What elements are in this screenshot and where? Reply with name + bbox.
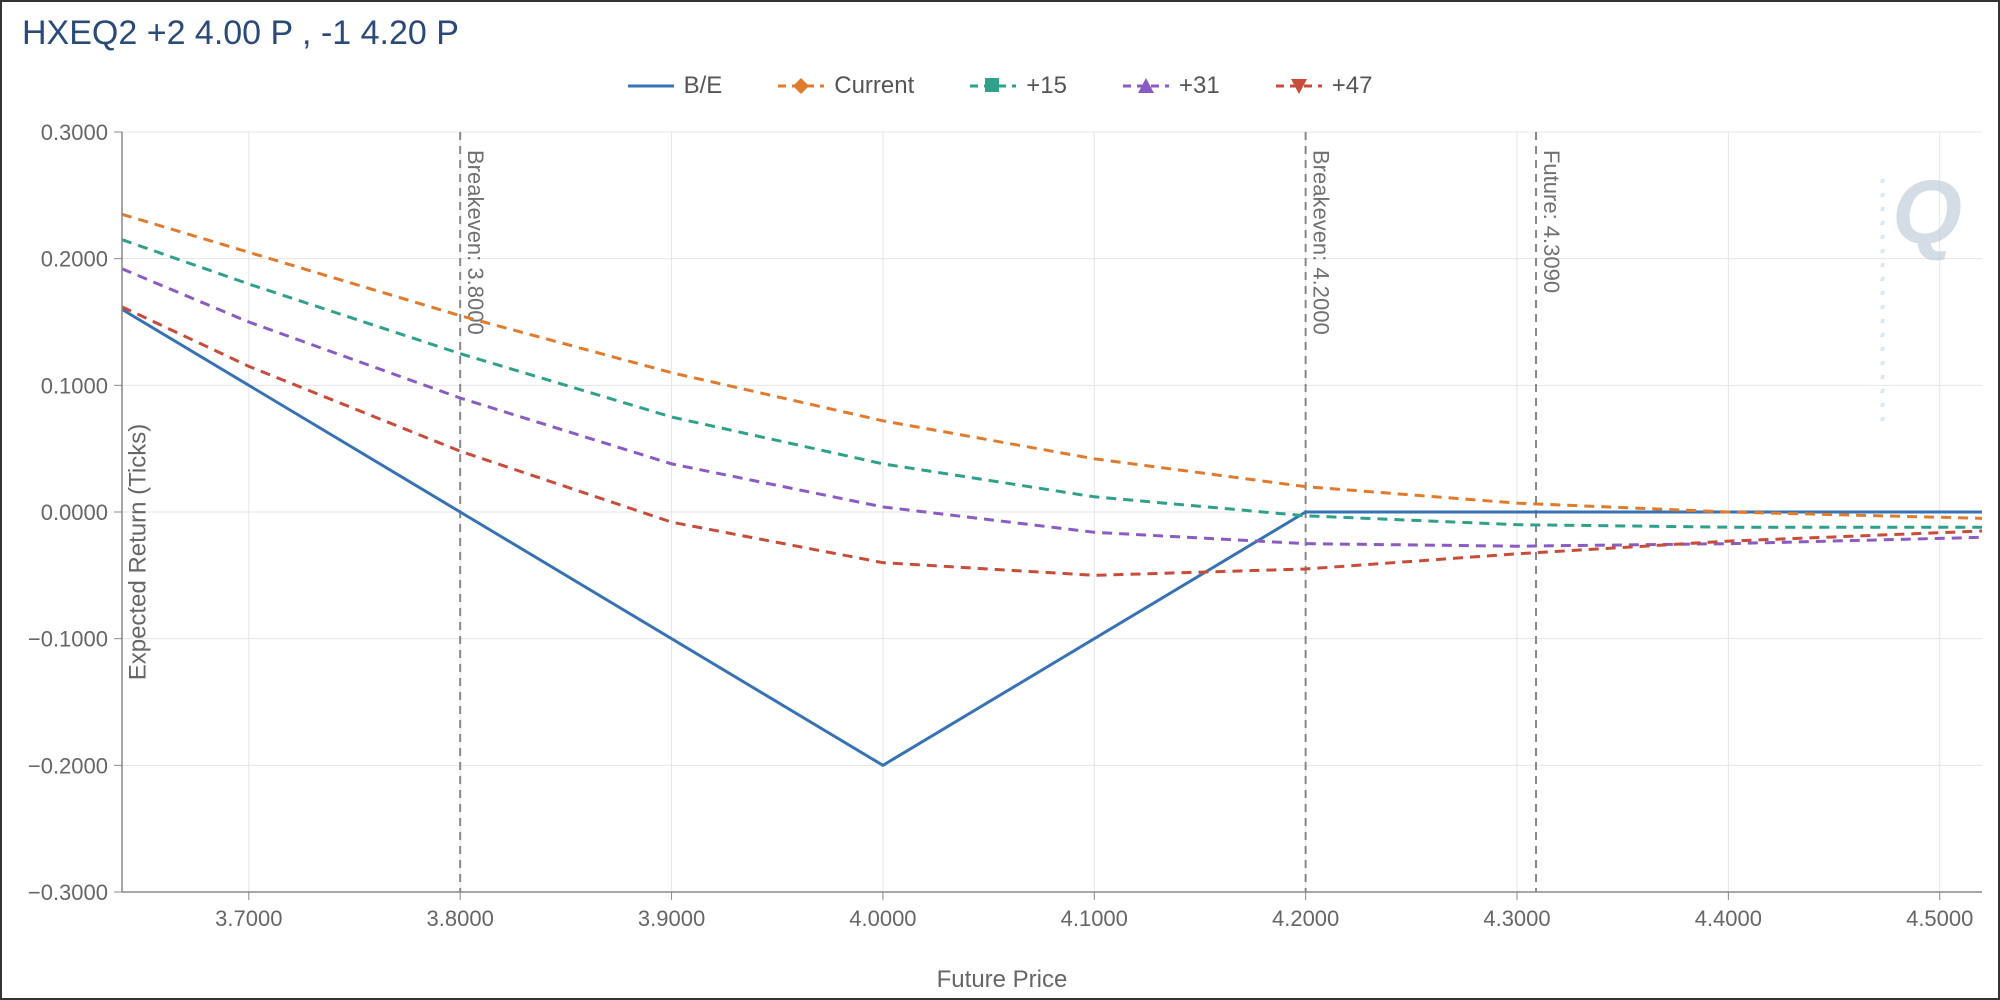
chart-title: HXEQ2 +2 4.00 P , -1 4.20 P [22, 14, 459, 53]
x-axis-label: Future Price [2, 966, 2000, 994]
svg-text:4.3000: 4.3000 [1483, 906, 1550, 931]
reference-line-label: Breakeven: 3.8000 [463, 150, 488, 335]
svg-text:−0.3000: −0.3000 [28, 880, 108, 905]
svg-text:3.7000: 3.7000 [215, 906, 282, 931]
svg-text:0.0000: 0.0000 [41, 500, 108, 525]
svg-text:−0.1000: −0.1000 [28, 627, 108, 652]
svg-text:0.2000: 0.2000 [41, 247, 108, 272]
svg-text:4.4000: 4.4000 [1695, 906, 1762, 931]
reference-line-label: Future: 4.3090 [1539, 150, 1564, 293]
svg-text:4.2000: 4.2000 [1272, 906, 1339, 931]
legend-item: +47 [1276, 72, 1373, 100]
legend-item: Current [778, 72, 914, 100]
chart-area: Expected Return (Ticks) Breakeven: 3.800… [2, 112, 2000, 992]
svg-text:4.1000: 4.1000 [1061, 906, 1128, 931]
svg-text:0.3000: 0.3000 [41, 120, 108, 145]
reference-line-label: Breakeven: 4.2000 [1309, 150, 1334, 335]
svg-text:4.0000: 4.0000 [849, 906, 916, 931]
legend-item: +31 [1123, 72, 1220, 100]
chart-legend: B/E Current +15 +31 +47 [2, 72, 1998, 102]
chart-frame: HXEQ2 +2 4.00 P , -1 4.20 P B/E Current +1… [0, 0, 2000, 1000]
svg-text:4.5000: 4.5000 [1906, 906, 1973, 931]
svg-text:3.8000: 3.8000 [427, 906, 494, 931]
svg-text:3.9000: 3.9000 [638, 906, 705, 931]
svg-text:0.1000: 0.1000 [41, 373, 108, 398]
svg-text:−0.2000: −0.2000 [28, 753, 108, 778]
chart-svg: Breakeven: 3.8000 Breakeven: 4.2000 Future… [2, 112, 2000, 942]
legend-item: +15 [970, 72, 1067, 100]
y-axis-label: Expected Return (Ticks) [124, 424, 152, 681]
legend-item: B/E [628, 72, 723, 100]
